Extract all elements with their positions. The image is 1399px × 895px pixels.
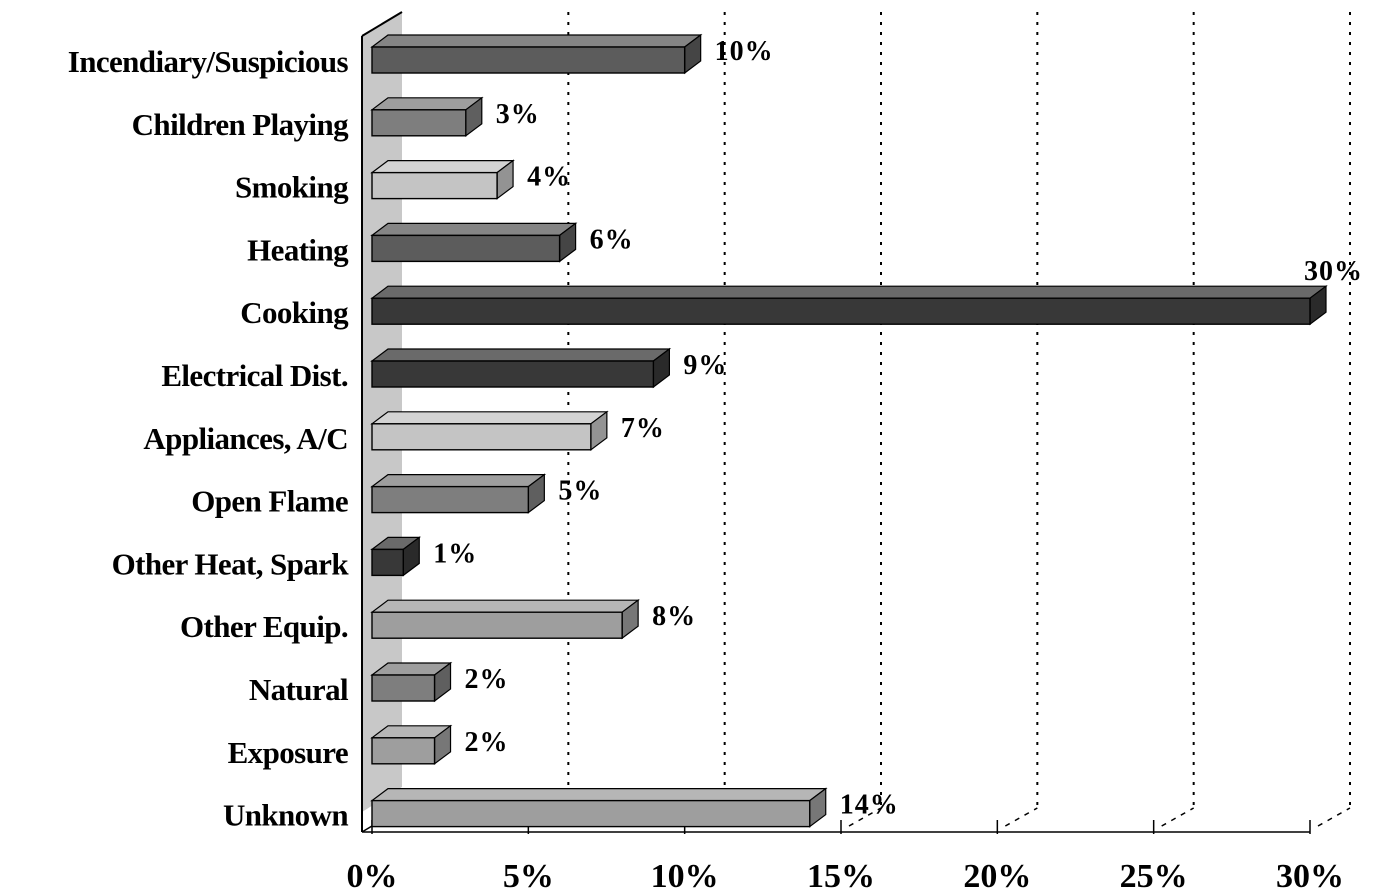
bar-top-face — [370, 599, 640, 613]
bar — [370, 787, 828, 828]
category-label: Unknown — [223, 798, 348, 833]
category-label: Children Playing — [132, 107, 349, 142]
data-labels: 10% 3% 4% 6% 30% 9% 7% 5% 1% 8% 2% 2% 14% — [433, 36, 1363, 821]
category-label: Cooking — [240, 295, 349, 330]
category-label: Other Heat, Spark — [112, 546, 350, 581]
bar-top-face — [370, 97, 484, 111]
bar-front-face — [371, 171, 498, 200]
bar — [370, 222, 578, 263]
bar-front-face — [371, 234, 561, 263]
bars — [370, 33, 1328, 828]
x-tick-label: 15% — [807, 858, 875, 895]
bar-front-face — [371, 799, 811, 828]
x-tick-label: 20% — [963, 858, 1031, 895]
bar-front-face — [371, 548, 404, 577]
bar-top-face — [370, 34, 703, 48]
bar-front-face — [371, 297, 1311, 325]
bar-top-face — [370, 285, 1328, 299]
bar — [370, 285, 1328, 326]
category-label: Heating — [247, 232, 349, 267]
data-label: 14% — [840, 790, 899, 821]
bar-top-face — [370, 411, 609, 425]
data-label: 7% — [621, 413, 665, 444]
category-label: Appliances, A/C — [143, 421, 348, 456]
category-label: Incendiary/Suspicious — [68, 44, 349, 79]
bar-front-face — [371, 109, 467, 137]
category-label: Electrical Dist. — [161, 358, 348, 393]
data-label: 30% — [1304, 256, 1363, 287]
data-label: 9% — [683, 350, 727, 381]
bar — [370, 347, 672, 389]
category-label: Exposure — [228, 735, 348, 770]
bar — [370, 473, 547, 514]
bar — [370, 661, 453, 703]
floor-grid-diagonal — [1004, 807, 1038, 827]
bar — [370, 410, 609, 451]
bar-top-face — [370, 787, 828, 802]
x-tick-label: 10% — [651, 858, 719, 895]
category-label: Smoking — [235, 170, 349, 205]
bar-front-face — [371, 423, 592, 451]
bar — [370, 599, 640, 640]
bar-front-face — [371, 46, 686, 74]
bar-top-face — [370, 222, 578, 236]
floor-grid-diagonal — [1317, 807, 1351, 827]
bar-front-face — [371, 737, 436, 765]
data-label: 6% — [590, 224, 634, 255]
data-label: 5% — [558, 476, 602, 507]
x-axis-tick-labels: 0% 5% 10% 15% 20% 25% 30% — [347, 858, 1345, 895]
data-label: 2% — [465, 727, 509, 758]
category-label: Natural — [249, 672, 349, 707]
bar-top-face — [370, 160, 515, 174]
bar-top-face — [370, 474, 547, 488]
bar — [370, 536, 422, 577]
x-tick-label: 30% — [1276, 858, 1344, 895]
floor-grid-diagonal — [1161, 807, 1195, 827]
bar-front-face — [371, 360, 655, 388]
bar-front-face — [371, 674, 436, 702]
category-label: Other Equip. — [180, 609, 348, 644]
x-tick-label: 0% — [347, 858, 398, 895]
gridlines — [567, 12, 1351, 808]
category-labels: Incendiary/Suspicious Children Playing Smo… — [68, 44, 350, 833]
x-tick-label: 25% — [1120, 858, 1188, 895]
data-label: 10% — [715, 36, 774, 67]
bar-front-face — [371, 611, 623, 639]
bar-top-face — [370, 348, 672, 362]
data-label: 2% — [465, 664, 509, 695]
bar — [370, 159, 515, 200]
bar — [370, 724, 453, 765]
x-tick-label: 5% — [503, 858, 554, 895]
data-label: 8% — [652, 601, 696, 632]
data-label: 3% — [496, 99, 540, 130]
category-label: Open Flame — [191, 484, 348, 519]
data-label: 1% — [433, 538, 477, 569]
bar — [370, 33, 703, 75]
data-label: 4% — [527, 162, 571, 193]
wall-top-edge — [361, 11, 403, 37]
bar-front-face — [371, 485, 530, 514]
bar — [370, 96, 484, 138]
